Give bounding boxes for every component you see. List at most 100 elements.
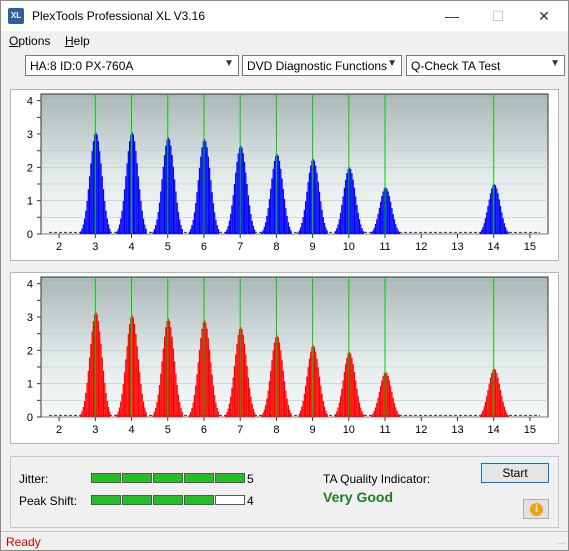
peakshift-bar <box>308 358 311 417</box>
jitter-bar <box>86 200 88 234</box>
jitter-bar <box>176 202 178 234</box>
jitter-bar <box>181 228 183 234</box>
peakshift-bar <box>315 351 317 417</box>
jitter-bar <box>390 201 392 234</box>
jitter-bar <box>206 147 208 234</box>
jitter-bar <box>507 232 509 234</box>
peakshift-bar <box>324 406 326 417</box>
peakshift-bar <box>360 407 362 417</box>
peak-shift-meter-segment <box>215 495 245 505</box>
minimize-button[interactable]: — <box>445 8 459 24</box>
peakshift-bar <box>214 394 216 417</box>
start-button[interactable]: Start <box>481 463 549 483</box>
jitter-y-tick-label: 0 <box>27 229 33 241</box>
jitter-bar <box>96 134 98 234</box>
peakshift-bar <box>496 372 498 417</box>
jitter-x-tick-label: 12 <box>415 241 427 253</box>
peak-shift-value: 4 <box>247 494 254 508</box>
drive-select[interactable]: HA:8 ID:0 PX-760A ▼ <box>25 55 239 76</box>
peakshift-bar <box>231 387 233 417</box>
jitter-bar <box>373 227 375 234</box>
peak-shift-meter-segment <box>153 495 183 505</box>
jitter-bar <box>272 168 274 234</box>
jitter-bar <box>252 225 255 234</box>
jitter-meter-segment <box>184 473 214 483</box>
peakshift-bar <box>95 312 97 417</box>
peakshift-bar <box>196 374 198 417</box>
jitter-bar <box>129 141 131 234</box>
jitter-meter-segment <box>122 473 152 483</box>
test-select-value: Q-Check TA Test <box>411 59 501 73</box>
close-button[interactable]: ✕ <box>538 8 550 24</box>
jitter-bar <box>506 230 508 234</box>
jitter-bar <box>396 227 398 234</box>
peakshift-bar <box>486 396 488 417</box>
jitter-bar <box>264 222 267 234</box>
jitter-bar <box>268 198 270 234</box>
jitter-bar <box>486 212 488 234</box>
jitter-bar <box>214 212 216 234</box>
jitter-meter-segment <box>153 473 183 483</box>
jitter-bar <box>282 188 284 234</box>
jitter-bar <box>352 179 354 234</box>
peakshift-bar <box>238 329 241 417</box>
jitter-bar <box>136 163 138 234</box>
jitter-bar <box>273 160 276 234</box>
jitter-bar <box>381 196 383 234</box>
jitter-bar <box>171 155 173 234</box>
jitter-bar <box>131 132 133 234</box>
peakshift-bar <box>338 402 340 417</box>
peakshift-bar <box>245 354 247 417</box>
test-select[interactable]: Q-Check TA Test ▼ <box>406 55 565 76</box>
peakshift-bar <box>271 360 273 417</box>
peakshift-bar <box>301 406 303 417</box>
peakshift-bar <box>155 407 157 417</box>
peakshift-bar <box>195 385 197 417</box>
title-bar[interactable]: XL PlexTools Professional XL V3.16 — ☐ ✕ <box>1 1 568 31</box>
peakshift-bar <box>376 402 378 417</box>
peakshift-bar <box>321 393 323 417</box>
jitter-bar <box>177 211 180 234</box>
jitter-bar <box>230 213 232 234</box>
jitter-bar <box>120 218 122 234</box>
peakshift-bar <box>191 408 193 417</box>
peakshift-bar <box>252 408 255 417</box>
peakshift-bar <box>287 404 290 417</box>
resize-grip-icon[interactable]: ⋯ <box>557 538 566 548</box>
peakshift-bar <box>99 331 101 417</box>
info-button[interactable]: i <box>523 499 549 519</box>
function-select[interactable]: DVD Diagnostic Functions ▼ <box>242 55 402 76</box>
jitter-bar <box>320 201 322 234</box>
jitter-plot-area <box>40 93 549 235</box>
jitter-bar <box>397 230 399 234</box>
peakshift-y-tick-label: 0 <box>27 412 33 424</box>
jitter-bar <box>496 188 498 234</box>
peakshift-bar <box>254 412 256 417</box>
maximize-button[interactable]: ☐ <box>491 8 505 24</box>
peakshift-bar <box>180 407 182 417</box>
chevron-down-icon: ▼ <box>550 58 560 69</box>
jitter-bar <box>336 228 338 234</box>
peakshift-x-tick-label: 14 <box>488 424 500 436</box>
peakshift-bar <box>237 334 239 417</box>
jitter-bar <box>240 145 242 234</box>
jitter-bar <box>135 151 137 234</box>
peakshift-chart-panel: 0 1 2 3 4 2 3 4 5 6 7 8 9 10 11 12 13 14 15 <box>10 272 559 444</box>
jitter-bar <box>232 195 234 234</box>
peakshift-bar <box>228 403 230 417</box>
jitter-bar <box>492 185 494 234</box>
peakshift-bar <box>174 361 176 417</box>
jitter-bar <box>339 212 342 234</box>
jitter-bar <box>123 189 126 234</box>
peakshift-bar <box>203 320 206 417</box>
jitter-bar <box>358 219 361 234</box>
jitter-bar <box>281 178 283 234</box>
peakshift-bar <box>160 373 162 417</box>
peakshift-bar <box>137 359 140 417</box>
jitter-bar <box>160 191 162 234</box>
jitter-bar <box>498 199 500 234</box>
jitter-bar <box>275 155 277 234</box>
menu-options[interactable]: Options <box>9 34 50 48</box>
jitter-bar <box>81 228 83 234</box>
menu-help[interactable]: Help <box>65 34 90 48</box>
